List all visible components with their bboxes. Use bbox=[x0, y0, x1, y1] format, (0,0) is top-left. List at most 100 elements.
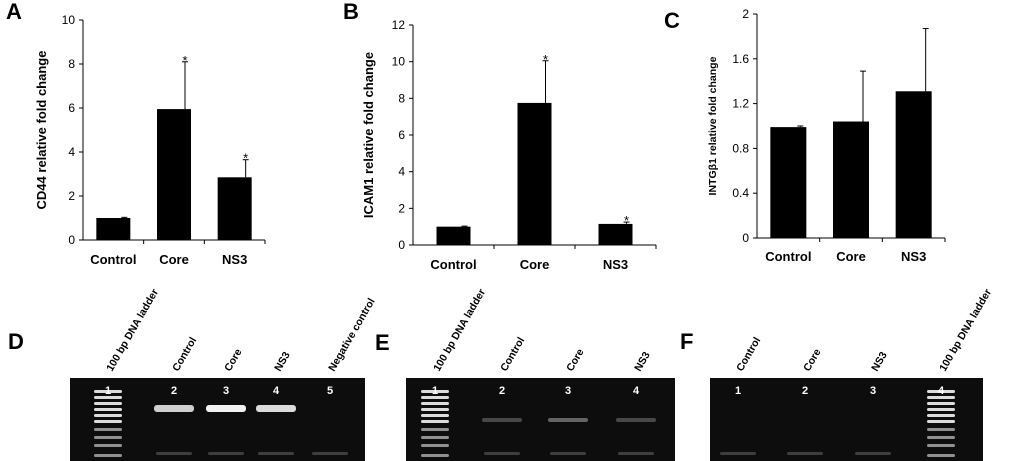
gel-panel-e: E 100 bp DNA ladder 1 Control 2 Core 3 NS3 4 bbox=[375, 287, 675, 461]
y-tick-label: 8 bbox=[398, 91, 405, 105]
ladder-band bbox=[94, 390, 122, 393]
lane-number: 5 bbox=[327, 385, 333, 397]
lane-title: NS3 bbox=[869, 350, 890, 374]
category-label: Control bbox=[90, 252, 136, 267]
lane-title: Control bbox=[170, 335, 199, 373]
ladder-band bbox=[421, 444, 449, 447]
ladder-band bbox=[927, 396, 955, 399]
lane-number: 4 bbox=[273, 385, 280, 397]
y-tick-label: 10 bbox=[392, 55, 406, 69]
ladder-band bbox=[421, 428, 449, 431]
ladder-band bbox=[927, 414, 955, 417]
ladder-band bbox=[927, 402, 955, 405]
bar-control bbox=[436, 226, 471, 245]
ladder-band bbox=[421, 414, 449, 417]
ladder-band bbox=[94, 428, 122, 431]
dna-band bbox=[154, 405, 194, 412]
significance-marker: * bbox=[182, 53, 187, 68]
ladder-band bbox=[421, 420, 449, 423]
significance-marker: * bbox=[543, 52, 548, 67]
panel-label: A bbox=[6, 0, 22, 24]
gel-images: D 100 bp DNA ladder 1 Control 2 Core 3 NS3 4 Nega… bbox=[8, 287, 994, 461]
lane-number: 3 bbox=[870, 385, 876, 397]
category-label: Core bbox=[836, 249, 866, 264]
ladder-band bbox=[94, 436, 122, 439]
lane-title: Core bbox=[564, 347, 586, 374]
chart-panel-a: A 0 2 4 6 8 10 CD44 relative fold change Control… bbox=[6, 0, 266, 267]
y-tick-label: 6 bbox=[68, 101, 75, 115]
category-label: NS3 bbox=[603, 257, 628, 272]
category-label: Core bbox=[159, 252, 189, 267]
chart-panel-c: C 0 0.4 0.8 1.2 1.6 2 INTGβ1 relative fold chan… bbox=[664, 7, 946, 264]
lane-number: 2 bbox=[171, 385, 177, 397]
y-tick-label: 4 bbox=[398, 165, 405, 179]
ladder-band bbox=[421, 396, 449, 399]
primer-smear bbox=[855, 452, 891, 455]
category-label: NS3 bbox=[222, 252, 247, 267]
ladder-band bbox=[927, 444, 955, 447]
primer-smear bbox=[208, 452, 244, 455]
lane-title: 100 bp DNA ladder bbox=[431, 287, 488, 374]
y-tick-label: 0 bbox=[742, 231, 749, 245]
primer-smear bbox=[787, 452, 823, 455]
ladder-band bbox=[94, 396, 122, 399]
y-tick-label: 6 bbox=[398, 128, 405, 142]
category-label: Control bbox=[430, 257, 476, 272]
ladder-band bbox=[94, 454, 122, 457]
primer-smear bbox=[312, 452, 348, 455]
lane-number: 1 bbox=[432, 385, 438, 397]
ladder-band bbox=[927, 408, 955, 411]
dna-band bbox=[256, 405, 296, 412]
lane-number: 3 bbox=[565, 385, 571, 397]
bar-ns3 bbox=[895, 91, 932, 238]
primer-smear bbox=[550, 452, 586, 455]
ladder-band bbox=[927, 436, 955, 439]
chart-panel-b: B 0 2 4 6 8 10 12 ICAM1 relative fold change Cont… bbox=[343, 0, 657, 272]
lane-title: Negative control bbox=[326, 296, 378, 373]
ladder-band bbox=[927, 420, 955, 423]
gel-background bbox=[406, 378, 675, 461]
ladder-band bbox=[421, 436, 449, 439]
y-tick-label: 2 bbox=[398, 201, 405, 215]
dna-band bbox=[482, 418, 522, 422]
bar-ns3 bbox=[217, 177, 252, 240]
significance-marker: * bbox=[243, 151, 248, 166]
primer-smear bbox=[720, 452, 756, 455]
primer-smear bbox=[484, 452, 520, 455]
category-label: NS3 bbox=[901, 249, 926, 264]
ladder-band bbox=[94, 420, 122, 423]
gel-panel-f: F Control 1 Core 2 NS3 3 100 bp DNA ladder 4 bbox=[680, 287, 994, 461]
lane-number: 2 bbox=[802, 385, 808, 397]
primer-smear bbox=[618, 452, 654, 455]
y-tick-label: 10 bbox=[62, 13, 76, 27]
primer-smear bbox=[156, 452, 192, 455]
ladder-band bbox=[421, 454, 449, 457]
bar-core bbox=[833, 121, 869, 238]
ladder-band bbox=[927, 390, 955, 393]
lane-title: NS3 bbox=[632, 350, 653, 374]
ladder-band bbox=[421, 390, 449, 393]
primer-smear bbox=[258, 452, 294, 455]
panel-label: C bbox=[664, 8, 680, 33]
ladder-band bbox=[94, 444, 122, 447]
lane-number: 2 bbox=[499, 385, 505, 397]
dna-band bbox=[616, 418, 656, 422]
y-tick-label: 12 bbox=[392, 18, 406, 32]
y-axis-label: ICAM1 relative fold change bbox=[361, 52, 376, 218]
lane-number: 4 bbox=[633, 385, 640, 397]
panel-label: B bbox=[343, 0, 359, 24]
lane-title: 100 bp DNA ladder bbox=[104, 287, 161, 374]
y-tick-label: 2 bbox=[742, 7, 749, 21]
y-axis-label: CD44 relative fold change bbox=[34, 51, 49, 210]
ladder-band bbox=[94, 402, 122, 405]
ladder-band bbox=[927, 454, 955, 457]
lane-number: 1 bbox=[735, 385, 741, 397]
dna-band bbox=[548, 418, 588, 422]
bar-control bbox=[96, 218, 131, 240]
y-tick-label: 0.4 bbox=[732, 186, 749, 200]
y-tick-label: 4 bbox=[68, 145, 75, 159]
lane-number: 4 bbox=[938, 385, 945, 397]
y-tick-label: 1.6 bbox=[732, 52, 749, 66]
y-tick-label: 8 bbox=[68, 57, 75, 71]
